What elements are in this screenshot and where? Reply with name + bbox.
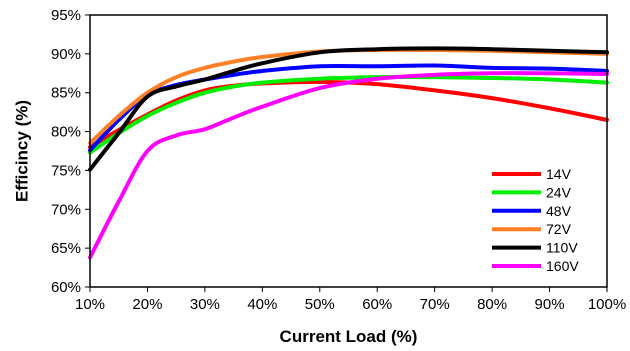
y-tick-label: 80% <box>51 124 81 141</box>
legend-label-110v: 110V <box>546 240 578 256</box>
series-lines <box>88 46 609 260</box>
x-axis-title: Current Load (%) <box>280 327 418 346</box>
y-tick-label: 90% <box>51 46 81 63</box>
legend-label-160v: 160V <box>546 258 579 274</box>
x-tick-label: 30% <box>190 296 220 313</box>
legend: 14V 24V 48V 72V 110V 160V <box>492 166 579 274</box>
x-tick-label: 80% <box>477 296 507 313</box>
legend-label-14v: 14V <box>546 166 572 182</box>
legend-label-72v: 72V <box>546 221 572 237</box>
x-axis-ticks: 10% 20% 30% 40% 50% 60% 70% 80% 90% 100% <box>75 287 626 313</box>
x-tick-label: 90% <box>535 296 565 313</box>
x-tick-label: 100% <box>588 296 626 313</box>
x-tick-label: 40% <box>247 296 277 313</box>
y-tick-label: 60% <box>51 279 81 296</box>
y-tick-label: 95% <box>51 7 81 24</box>
x-tick-label: 10% <box>75 296 105 313</box>
x-tick-label: 50% <box>305 296 335 313</box>
x-tick-label: 60% <box>362 296 392 313</box>
y-tick-label: 65% <box>51 240 81 257</box>
legend-label-48v: 48V <box>546 203 572 219</box>
legend-label-24v: 24V <box>546 184 572 200</box>
x-tick-label: 20% <box>132 296 162 313</box>
series-line-24v <box>88 75 609 155</box>
x-tick-label: 70% <box>420 296 450 313</box>
y-tick-label: 75% <box>51 162 81 179</box>
series-line-160v <box>88 71 609 260</box>
y-tick-label: 70% <box>51 201 81 218</box>
y-axis-ticks: 60% 65% 70% 75% 80% 85% 90% 95% <box>51 7 90 296</box>
plot-area-frame <box>89 14 608 288</box>
series-line-110v <box>88 46 609 172</box>
y-tick-label: 85% <box>51 85 81 102</box>
y-axis-title: Efficincy (%) <box>13 100 32 202</box>
